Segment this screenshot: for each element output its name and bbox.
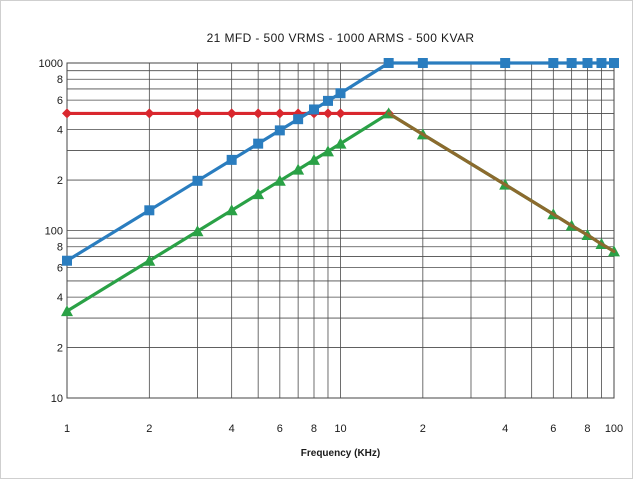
data-point-square bbox=[609, 58, 619, 68]
x-tick-label: 6 bbox=[550, 423, 556, 435]
data-point-square bbox=[335, 88, 346, 99]
data-point-square bbox=[548, 58, 559, 68]
series-3 bbox=[387, 111, 616, 254]
data-point-square bbox=[596, 58, 607, 68]
data-point-triangle bbox=[273, 174, 286, 186]
data-point-triangle bbox=[321, 145, 334, 157]
data-point-diamond bbox=[144, 108, 155, 119]
x-tick-label: 2 bbox=[146, 423, 152, 435]
data-point-square bbox=[144, 205, 155, 216]
data-point-diamond bbox=[253, 108, 264, 119]
y-tick-label: 4 bbox=[57, 125, 63, 137]
data-point-diamond bbox=[192, 108, 203, 119]
data-point-diamond bbox=[322, 108, 333, 119]
y-tick-label: 10 bbox=[51, 393, 63, 405]
x-tick-label: 100 bbox=[605, 423, 623, 435]
data-point-diamond bbox=[335, 108, 346, 119]
x-tick-label: 4 bbox=[502, 423, 508, 435]
series-line bbox=[387, 111, 616, 254]
y-tick-label: 6 bbox=[57, 263, 63, 275]
y-tick-label: 2 bbox=[57, 343, 63, 355]
data-point-square bbox=[62, 255, 72, 266]
y-tick-labels: 10 2 4 6 8 100 2 4 6 8 1000 bbox=[39, 58, 63, 405]
y-tick-label: 8 bbox=[57, 242, 63, 254]
data-point-square bbox=[308, 104, 319, 115]
data-point-triangle bbox=[307, 153, 320, 165]
data-point-square bbox=[383, 58, 394, 68]
y-tick-label: 8 bbox=[57, 74, 63, 86]
x-tick-label: 6 bbox=[277, 423, 283, 435]
data-point-triangle bbox=[225, 204, 238, 216]
y-tick-label: 6 bbox=[57, 95, 63, 107]
x-tick-label: 2 bbox=[420, 423, 426, 435]
x-tick-label: 10 bbox=[334, 423, 346, 435]
x-tick-label: 8 bbox=[584, 423, 590, 435]
data-point-diamond bbox=[226, 108, 237, 119]
y-tick-label: 4 bbox=[57, 292, 63, 304]
data-point-square bbox=[293, 114, 304, 125]
x-axis-label: Frequency (KHz) bbox=[301, 448, 380, 459]
y-tick-label: 100 bbox=[45, 226, 63, 238]
data-point-square bbox=[417, 58, 428, 68]
series-1 bbox=[62, 58, 619, 266]
data-point-square bbox=[274, 125, 285, 136]
x-tick-label: 8 bbox=[311, 423, 317, 435]
series-layer bbox=[61, 58, 620, 317]
x-tick-label: 1 bbox=[64, 423, 70, 435]
data-point-triangle bbox=[334, 137, 347, 149]
data-point-triangle bbox=[143, 254, 156, 266]
data-point-diamond bbox=[274, 108, 285, 119]
data-point-triangle bbox=[61, 305, 73, 317]
data-point-square bbox=[253, 138, 264, 149]
data-point-triangle bbox=[292, 163, 305, 175]
y-tick-label: 2 bbox=[57, 175, 63, 187]
y-tick-label: 1000 bbox=[39, 58, 63, 70]
data-point-square bbox=[322, 95, 333, 106]
data-point-diamond bbox=[62, 108, 72, 119]
data-point-square bbox=[566, 58, 577, 68]
data-point-square bbox=[192, 175, 203, 186]
data-point-square bbox=[582, 58, 593, 68]
x-tick-label: 4 bbox=[229, 423, 235, 435]
data-point-triangle bbox=[252, 188, 265, 200]
x-tick-labels: 1 2 4 6 8 10 2 4 6 8 100 bbox=[64, 423, 623, 435]
chart-title: 21 MFD - 500 VRMS - 1000 ARMS - 500 KVAR bbox=[207, 31, 475, 45]
data-point-triangle bbox=[191, 225, 204, 237]
data-point-square bbox=[500, 58, 511, 68]
data-point-square bbox=[226, 154, 237, 165]
